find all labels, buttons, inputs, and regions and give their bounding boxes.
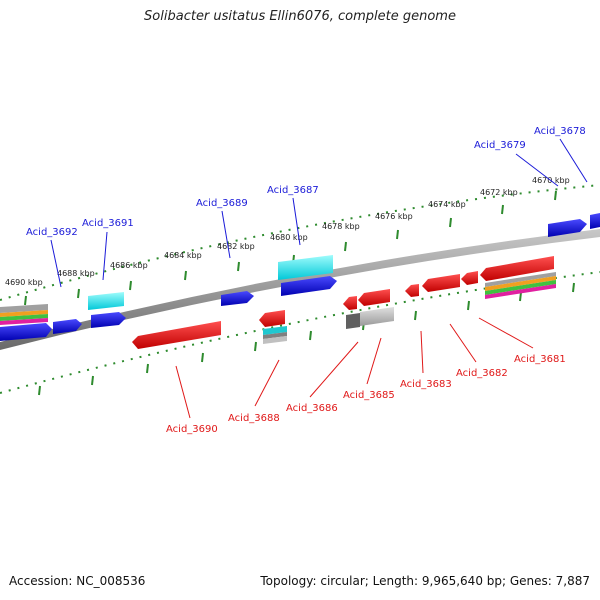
gene-reverse[interactable] <box>485 284 556 299</box>
genome-backbone <box>0 229 600 350</box>
gene-reverse[interactable] <box>485 272 556 287</box>
gene-reverse[interactable] <box>485 280 556 295</box>
gene-forward[interactable] <box>278 255 333 280</box>
genome-stats-text: Topology: circular; Length: 9,965,640 bp… <box>260 574 590 588</box>
gene-reverse[interactable] <box>132 321 221 349</box>
gene-forward[interactable] <box>0 310 48 317</box>
gene-forward[interactable] <box>88 292 124 310</box>
gene-label: Acid_3686 <box>286 403 338 414</box>
tick-label: 4684 kbp <box>164 251 202 260</box>
gene-reverse[interactable] <box>405 284 419 297</box>
gene-forward[interactable] <box>281 276 337 296</box>
gene-reverse[interactable] <box>422 274 460 292</box>
major-ticks-top <box>24 190 557 306</box>
gene-reverse[interactable] <box>485 276 556 291</box>
tick-label: 4678 kbp <box>322 222 360 231</box>
tick-label: 4686 kbp <box>110 261 148 270</box>
gene-label: Acid_3678 <box>534 126 586 137</box>
gene-label: Acid_3687 <box>267 185 319 196</box>
tick-label: 4672 kbp <box>480 188 518 197</box>
gene-reverse[interactable] <box>343 296 357 310</box>
gene-label: Acid_3690 <box>166 424 218 435</box>
tick-label: 4688 kbp <box>57 269 95 278</box>
gene-label: Acid_3685 <box>343 390 395 401</box>
genome-title: Solibacter usitatus Ellin6076, complete … <box>144 9 456 24</box>
accession-text: Accession: NC_008536 <box>9 574 146 588</box>
gene-label: Acid_3692 <box>26 227 78 238</box>
reverse-genes <box>132 256 556 349</box>
gene-label: Acid_3688 <box>228 413 280 424</box>
forward-genes <box>0 213 600 341</box>
gene-forward[interactable] <box>0 314 48 321</box>
gene-reverse[interactable] <box>346 313 360 329</box>
gene-reverse[interactable] <box>263 336 287 344</box>
gene-label: Acid_3691 <box>82 218 134 229</box>
gene-reverse[interactable] <box>263 332 287 339</box>
reverse-label-lines <box>175 317 534 419</box>
gene-label: Acid_3689 <box>196 198 248 209</box>
gene-reverse[interactable] <box>358 289 390 306</box>
gene-label: Acid_3683 <box>400 379 452 390</box>
gene-reverse[interactable] <box>360 307 394 326</box>
tick-label: 4680 kbp <box>270 233 308 242</box>
gene-forward[interactable] <box>548 219 587 237</box>
gene-forward[interactable] <box>53 319 82 334</box>
gene-reverse[interactable] <box>259 310 285 327</box>
major-ticks-bottom <box>38 282 575 396</box>
forward-label-lines <box>50 138 588 288</box>
gene-forward[interactable] <box>0 323 52 341</box>
tick-label: 4674 kbp <box>428 200 466 209</box>
tick-label: 4682 kbp <box>217 242 255 251</box>
gene-reverse[interactable] <box>480 256 554 281</box>
gene-label: Acid_3681 <box>514 354 566 365</box>
gene-forward[interactable] <box>221 291 254 306</box>
gene-forward[interactable] <box>0 318 48 325</box>
gene-label: Acid_3679 <box>474 140 526 151</box>
gene-label: Acid_3682 <box>456 368 508 379</box>
gene-forward[interactable] <box>91 312 126 328</box>
tick-label: 4676 kbp <box>375 212 413 221</box>
gene-reverse[interactable] <box>461 271 478 285</box>
tick-label: 4690 kbp <box>5 278 43 287</box>
gene-forward[interactable] <box>590 213 600 229</box>
